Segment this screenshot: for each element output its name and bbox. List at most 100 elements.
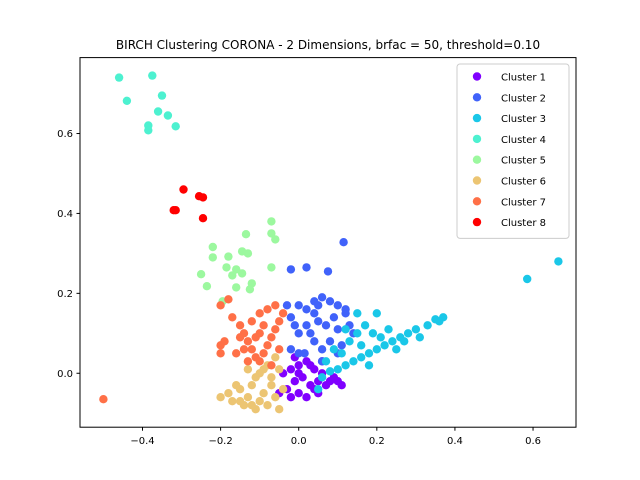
cluster-5-point <box>196 270 206 279</box>
cluster-2-point <box>314 317 323 326</box>
cluster-5-point <box>271 235 280 244</box>
cluster-2-point <box>294 329 303 338</box>
legend-marker <box>472 113 482 123</box>
legend-marker <box>472 93 482 102</box>
cluster-1-point <box>286 365 296 374</box>
cluster-2-point <box>310 309 319 318</box>
x-tick-label: 0.4 <box>447 436 463 447</box>
cluster-6-point <box>267 373 276 382</box>
cluster-2-point <box>306 329 315 338</box>
cluster-3-point <box>317 373 327 382</box>
cluster-7-point <box>235 321 245 330</box>
legend-label: Cluster 1 <box>501 73 546 84</box>
cluster-1-point <box>286 393 296 402</box>
cluster-6-point <box>224 389 233 398</box>
cluster-2-point <box>300 349 309 358</box>
cluster-7-point <box>243 357 253 366</box>
cluster-6-point <box>275 365 284 374</box>
cluster-5-point <box>267 263 276 272</box>
cluster-3-point <box>329 345 339 354</box>
cluster-2-point <box>339 238 348 247</box>
x-tick-label: −0.4 <box>130 436 154 447</box>
cluster-3-point <box>360 321 370 330</box>
cluster-6-point <box>259 389 268 398</box>
cluster-3-point <box>341 325 350 334</box>
legend-label: Cluster 7 <box>501 197 546 208</box>
cluster-3-point <box>341 361 350 370</box>
cluster-3-point <box>321 357 331 366</box>
cluster-2-point <box>325 337 335 346</box>
legend-label: Cluster 3 <box>501 114 546 125</box>
cluster-1-point <box>337 381 346 390</box>
cluster-2-point <box>294 301 303 310</box>
cluster-7-point <box>275 317 284 326</box>
x-tick-label: 0.6 <box>525 436 541 447</box>
cluster-4-point <box>148 71 157 80</box>
cluster-3-point <box>411 325 421 334</box>
cluster-2-point <box>341 305 350 314</box>
cluster-2-point <box>317 293 327 302</box>
cluster-5-point <box>232 283 241 292</box>
cluster-3-point <box>403 329 413 338</box>
cluster-1-point <box>306 361 315 370</box>
cluster-1-point <box>294 361 303 370</box>
cluster-7-point <box>224 295 233 304</box>
cluster-5-point <box>222 263 231 272</box>
y-tick-label: 0.6 <box>57 129 73 140</box>
cluster-6-point <box>267 381 276 390</box>
cluster-3-point <box>364 361 374 370</box>
cluster-2-point <box>323 267 333 276</box>
cluster-3-point <box>384 325 393 334</box>
cluster-3-point <box>357 341 366 350</box>
cluster-1-point <box>302 393 311 402</box>
legend-label: Cluster 6 <box>501 177 546 188</box>
cluster-3-point <box>523 274 532 284</box>
cluster-2-point <box>286 345 296 354</box>
cluster-6-point <box>247 401 256 410</box>
cluster-2-point <box>337 341 346 350</box>
cluster-6-point <box>275 405 284 414</box>
cluster-2-point <box>329 313 339 322</box>
cluster-5-point <box>237 269 247 278</box>
cluster-3-point <box>372 345 381 354</box>
cluster-3-point <box>554 257 563 266</box>
cluster-2-point <box>286 265 296 274</box>
cluster-6-point <box>271 353 280 362</box>
cluster-2-point <box>321 321 331 330</box>
cluster-4-point <box>144 126 153 135</box>
cluster-7-point <box>271 325 280 334</box>
cluster-6-point <box>228 397 237 406</box>
cluster-6-point <box>243 393 253 402</box>
y-tick-label: 0.2 <box>57 289 73 300</box>
cluster-2-point <box>302 321 311 330</box>
cluster-4-point <box>122 96 132 106</box>
cluster-3-point <box>400 337 409 346</box>
cluster-2-point <box>286 313 296 322</box>
cluster-7-point <box>247 317 256 326</box>
legend-marker <box>472 217 482 227</box>
points-layer <box>99 71 563 414</box>
cluster-5-point <box>267 217 276 226</box>
cluster-6-point <box>232 381 241 390</box>
y-axis: 0.0 0.2 0.4 0.6 <box>57 129 80 380</box>
cluster-5-point <box>241 230 251 239</box>
cluster-5-point <box>228 271 237 280</box>
x-tick-label: 0.2 <box>369 436 385 447</box>
cluster-5-point <box>224 252 233 261</box>
cluster-3-point <box>380 341 389 350</box>
cluster-2-point <box>302 263 311 272</box>
cluster-4-point <box>157 91 167 100</box>
cluster-3-point <box>337 349 346 358</box>
cluster-5-point <box>208 242 217 252</box>
cluster-7-point <box>259 349 268 358</box>
y-tick-label: 0.0 <box>57 369 73 380</box>
cluster-7-point <box>267 361 276 370</box>
cluster-7-point <box>259 321 268 330</box>
cluster-6-point <box>251 373 260 382</box>
y-tick-label: 0.4 <box>57 209 73 220</box>
cluster-5-point <box>232 265 241 274</box>
cluster-3-point <box>372 309 381 318</box>
cluster-3-point <box>345 337 354 346</box>
cluster-7-point <box>255 357 264 366</box>
cluster-1-point <box>294 389 303 398</box>
